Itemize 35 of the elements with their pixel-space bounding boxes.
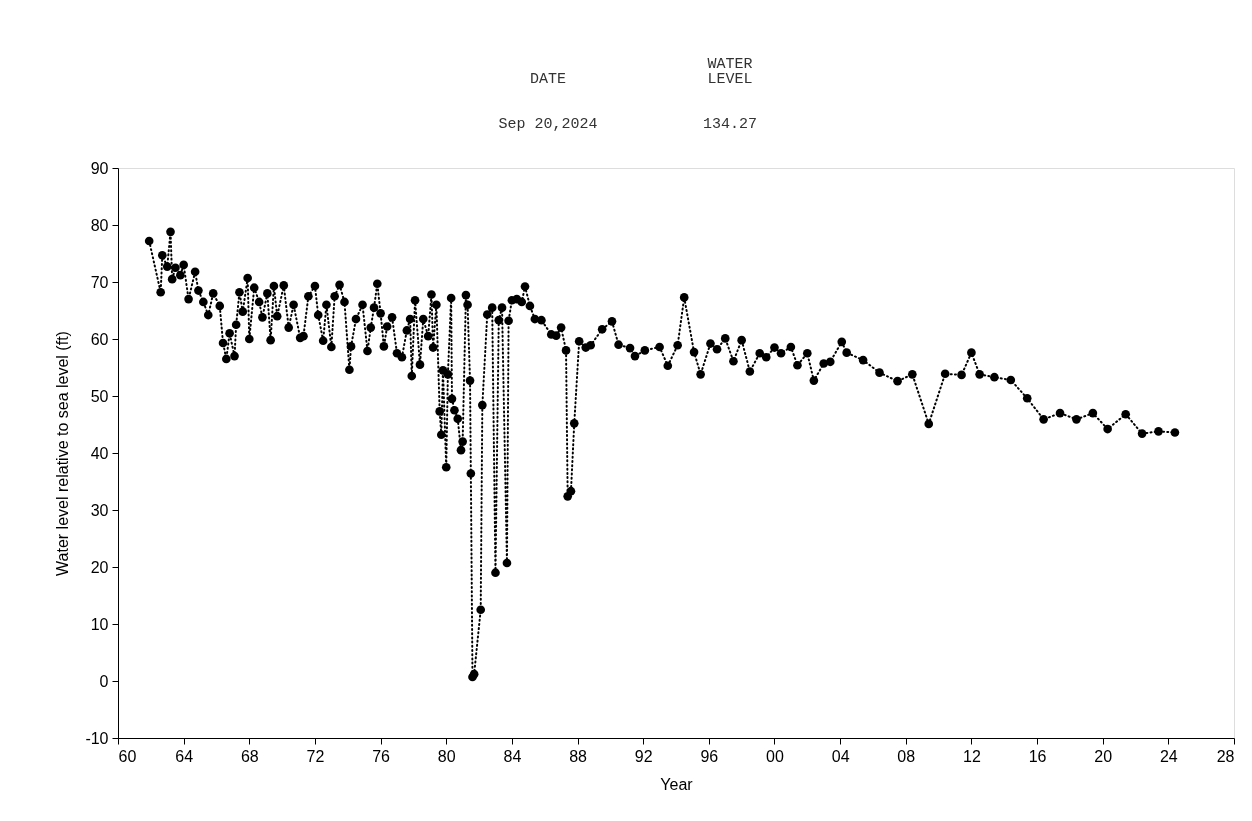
y-tick-label: 90 xyxy=(90,159,109,177)
text: 134.27 xyxy=(702,116,758,133)
y-tick-label: 60 xyxy=(90,330,109,348)
x-tick-label: 00 xyxy=(766,747,784,765)
text: DATE xyxy=(529,71,567,88)
y-tick-label: 30 xyxy=(90,501,109,519)
x-tick-label: 68 xyxy=(240,747,259,765)
y-tick-label: 40 xyxy=(90,444,109,462)
x-tick-label: 84 xyxy=(503,747,522,765)
y-axis-title: Water level relative to sea level (ft) xyxy=(54,331,72,576)
y-tick-label: 20 xyxy=(90,558,109,576)
y-tick-label: -10 xyxy=(85,729,109,747)
x-tick-label: 20 xyxy=(1094,747,1113,765)
x-tick-label: 72 xyxy=(306,747,325,765)
x-tick-label: 76 xyxy=(372,747,391,765)
x-tick-label: 24 xyxy=(1159,747,1178,765)
x-tick-label: 64 xyxy=(175,747,194,765)
x-tick-label: 12 xyxy=(963,747,981,765)
x-tick-label: 80 xyxy=(437,747,456,765)
x-tick-label: 60 xyxy=(118,747,137,765)
text: WATER LEVEL xyxy=(707,56,753,88)
text: Sep 20,2024 xyxy=(498,116,598,133)
y-tick-label: 0 xyxy=(99,672,109,690)
x-tick-label: 08 xyxy=(897,747,916,765)
x-tick-label: 96 xyxy=(700,747,719,765)
x-tick-label: 28 xyxy=(1216,747,1235,765)
x-tick-label: 04 xyxy=(831,747,850,765)
y-tick-label: 70 xyxy=(90,273,109,291)
x-axis-title: Year xyxy=(660,775,694,793)
y-tick-label: 10 xyxy=(90,615,109,633)
y-tick-label: 50 xyxy=(90,387,109,405)
x-tick-label: 92 xyxy=(634,747,653,765)
x-tick-label: 88 xyxy=(569,747,588,765)
x-tick-label: 16 xyxy=(1028,747,1047,765)
y-tick-label: 80 xyxy=(90,216,109,234)
